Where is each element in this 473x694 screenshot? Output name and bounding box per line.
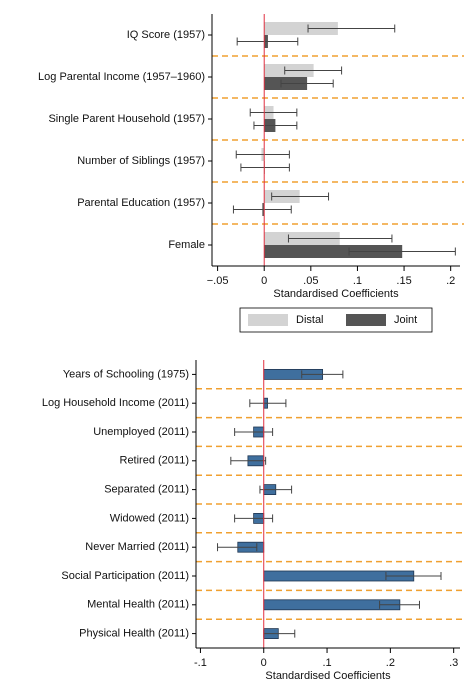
x-tick-label: .3: [449, 657, 458, 669]
legend-label: Joint: [394, 314, 417, 326]
y-tick-label: IQ Score (1957): [127, 29, 205, 41]
x-tick-label: .2: [446, 275, 455, 287]
x-tick-label: 0: [261, 657, 267, 669]
y-tick-label: Years of Schooling (1975): [63, 368, 189, 380]
x-tick-label: -.1: [194, 657, 207, 669]
y-tick-label: Log Parental Income (1957–1960): [38, 71, 205, 83]
y-tick-label: Female: [168, 239, 205, 251]
legend-label: Distal: [296, 314, 324, 326]
x-tick-label: .15: [396, 275, 411, 287]
x-tick-label: −.05: [207, 275, 229, 287]
y-tick-label: Retired (2011): [120, 455, 190, 467]
x-tick-label: .05: [303, 275, 318, 287]
y-tick-label: Physical Health (2011): [79, 628, 189, 640]
y-tick-label: Single Parent Household (1957): [48, 113, 205, 125]
y-tick-label: Separated (2011): [104, 484, 189, 496]
legend-swatch: [346, 314, 386, 326]
x-axis-title: Standardised Coefficients: [265, 670, 391, 682]
y-tick-label: Parental Education (1957): [77, 197, 205, 209]
y-tick-label: Social Participation (2011): [61, 570, 189, 582]
legend-swatch: [248, 314, 288, 326]
x-tick-label: .1: [353, 275, 362, 287]
bar: [264, 245, 403, 258]
y-tick-label: Unemployed (2011): [93, 426, 189, 438]
y-tick-label: Widowed (2011): [110, 512, 189, 524]
x-tick-label: 0: [261, 275, 267, 287]
y-tick-label: Never Married (2011): [85, 541, 189, 553]
x-tick-label: .1: [322, 657, 331, 669]
x-axis-title: Standardised Coefficients: [273, 288, 399, 300]
y-tick-label: Log Household Income (2011): [42, 397, 189, 409]
y-tick-label: Mental Health (2011): [87, 599, 189, 611]
x-tick-label: .2: [386, 657, 395, 669]
y-tick-label: Number of Siblings (1957): [77, 155, 205, 167]
bar: [264, 22, 338, 35]
